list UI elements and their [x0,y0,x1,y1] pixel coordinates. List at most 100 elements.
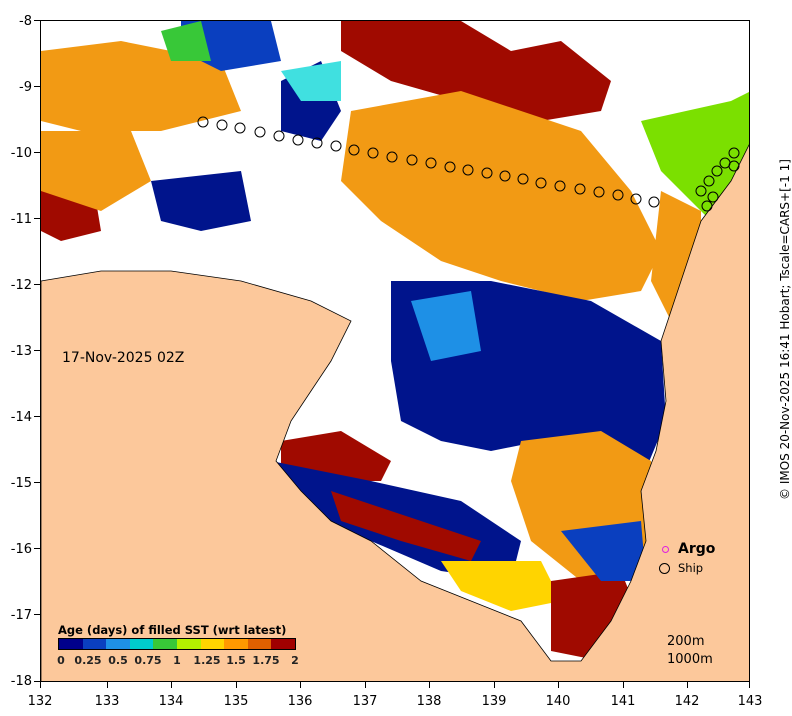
ship-position [425,157,437,169]
depth-label-1000m: 1000m [667,652,713,667]
ship-position [711,165,723,177]
ship-position [517,173,529,185]
lat-tick-mark [34,284,40,285]
lat-tick: -15 [10,476,32,491]
ship-position [254,126,266,138]
lon-tick-mark [107,682,108,688]
ship-marker-icon [659,563,670,574]
ship-position [386,151,398,163]
lon-tick-mark [494,682,495,688]
colorbar-label: 1.75 [252,654,280,667]
lon-tick: 136 [287,694,313,709]
colorbar-swatch [82,639,107,649]
colorbar-swatch [153,639,177,649]
sst-darkblue-scatter [151,171,251,231]
lon-tick-mark [558,682,559,688]
lon-tick: 133 [94,694,120,709]
lon-tick: 135 [223,694,249,709]
ship-position [311,137,323,149]
legend-title: Age (days) of filled SST (wrt latest) [58,623,287,637]
lon-tick-mark [40,682,41,688]
lon-tick-mark [300,682,301,688]
colorbar-swatch [271,639,295,649]
ship-position [695,185,707,197]
ship-position [728,160,740,172]
ship-track [197,116,740,212]
ship-position [648,196,660,208]
colorbar-label: 0.5 [108,654,128,667]
ship-position [554,180,566,192]
sst-yellow-south [441,561,561,611]
ship-position [216,119,228,131]
lat-tick-mark [34,218,40,219]
ship-position [406,154,418,166]
lat-tick: -16 [10,542,32,557]
ship-position [234,122,246,134]
lat-tick-mark [34,152,40,153]
lon-tick-mark [687,682,688,688]
sst-blue-gulf [411,291,481,361]
lon-tick: 137 [352,694,378,709]
ship-position [462,164,474,176]
lon-tick-mark [623,682,624,688]
sst-map [41,21,749,681]
ship-position [593,186,605,198]
colorbar-label: 1 [173,654,181,667]
colorbar-label: 2 [291,654,299,667]
credit-line: © IMOS 20-Nov-2025 16:41 Hobart; Tscale=… [778,159,792,500]
colorbar-swatch [247,639,272,649]
colorbar-swatch [129,639,154,649]
ship-label: Ship [678,561,704,575]
colorbar-swatch [176,639,201,649]
map-panel[interactable] [40,20,750,682]
argo-marker-icon [662,546,669,553]
colorbar-swatch [59,639,83,649]
lat-tick-mark [34,86,40,87]
colorbar-swatch [106,639,130,649]
colorbar-label: 0.75 [134,654,162,667]
lat-tick: -17 [10,608,32,623]
ship-position [701,200,713,212]
lat-tick-mark [34,20,40,21]
lon-tick-mark [365,682,366,688]
lat-tick: -13 [10,344,32,359]
ship-position [707,191,719,203]
lon-tick: 140 [545,694,571,709]
ship-position [367,147,379,159]
ship-position [273,130,285,142]
lat-tick: -9 [19,80,32,95]
ship-position [535,177,547,189]
ship-position [728,147,740,159]
colorbar-label: 1.25 [193,654,221,667]
ship-position [499,170,511,182]
lat-tick-mark [34,548,40,549]
sst-red-south-band [331,491,481,561]
lon-tick: 142 [674,694,700,709]
lat-tick-mark [34,416,40,417]
sst-blue-south [561,521,646,581]
land-south [41,144,749,681]
colorbar-swatch [200,639,225,649]
ship-position [574,183,586,195]
lon-tick: 138 [416,694,442,709]
ship-position [292,134,304,146]
date-label: 17-Nov-2025 02Z [62,350,185,366]
lat-tick-mark [34,350,40,351]
lon-tick-mark [749,682,750,688]
ship-position [444,161,456,173]
sst-orange-west [41,131,151,211]
lat-tick: -10 [10,146,32,161]
lat-tick-mark [34,482,40,483]
lat-tick: -11 [10,212,32,227]
lat-tick-mark [34,681,40,682]
depth-label-200m: 200m [667,634,705,649]
colorbar-label: 0 [57,654,65,667]
ship-position [330,140,342,152]
lon-tick-mark [429,682,430,688]
lon-tick-mark [236,682,237,688]
ship-position [612,189,624,201]
ship-position [197,116,209,128]
lon-tick-mark [171,682,172,688]
sst-green-northwest [161,21,211,61]
colorbar-label: 1.5 [226,654,246,667]
